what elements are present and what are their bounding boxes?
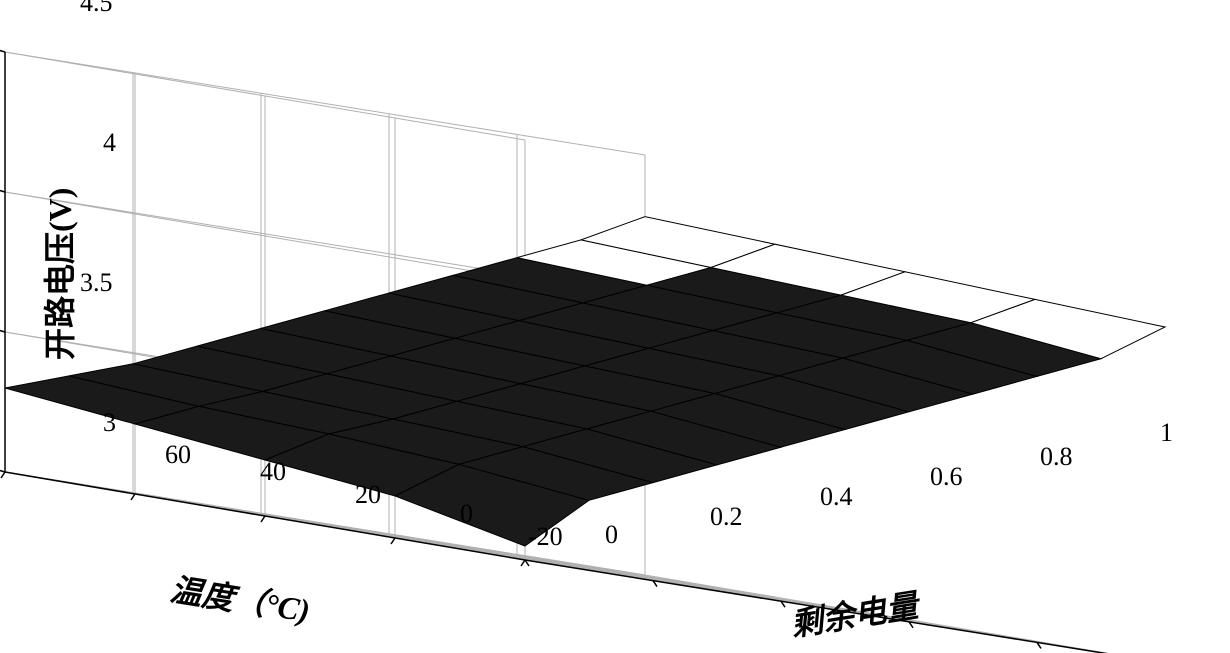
surface-chart: 开路电压(V) 温度（°C) 剩余电量 3 3.5 4 4.5 60 40 20… — [0, 0, 1230, 653]
x-tick: -20 — [528, 522, 563, 552]
y-tick: 1 — [1160, 418, 1173, 448]
chart-svg — [0, 0, 1230, 653]
y-tick: 0 — [605, 520, 618, 550]
y-tick: 0.6 — [930, 462, 963, 492]
z-tick: 3.5 — [80, 268, 113, 298]
x-tick: 40 — [260, 457, 286, 487]
z-tick: 4 — [103, 128, 116, 158]
x-tick: 60 — [165, 440, 191, 470]
y-tick: 0.8 — [1040, 442, 1073, 472]
x-tick: 20 — [355, 480, 381, 510]
z-tick: 4.5 — [80, 0, 113, 18]
y-tick: 0.2 — [710, 502, 743, 532]
x-tick: 0 — [460, 499, 473, 529]
z-tick: 3 — [103, 408, 116, 438]
z-axis-label: 开路电压(V) — [35, 188, 81, 360]
y-tick: 0.4 — [820, 482, 853, 512]
